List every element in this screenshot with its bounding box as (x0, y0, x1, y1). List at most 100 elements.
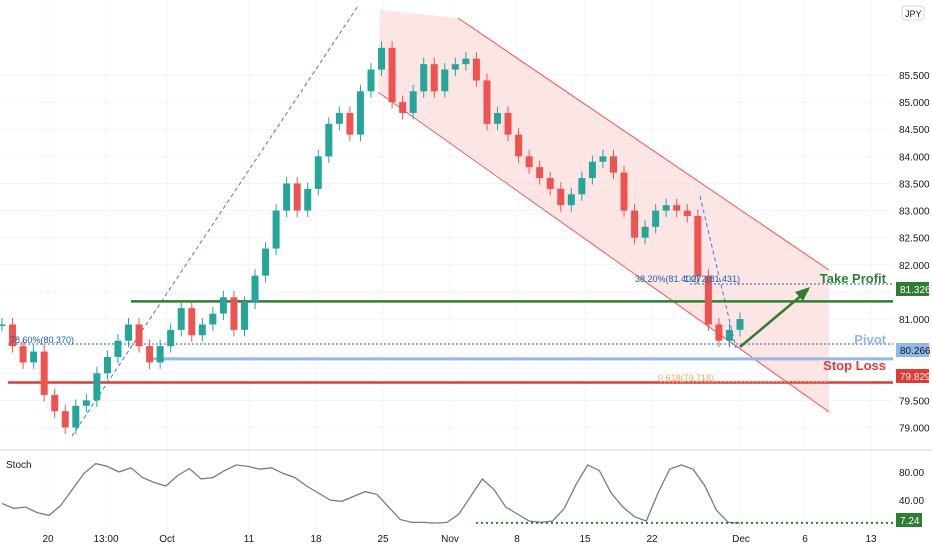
take-profit-badge (896, 282, 929, 296)
price-tick-label: 81.000 (899, 315, 930, 326)
level-labels: Take Profit Pivot Stop Loss (820, 271, 887, 373)
pivot-badge (896, 343, 929, 357)
price-tick-label: 79.000 (899, 424, 930, 435)
time-tick-label: 15 (579, 534, 591, 545)
candle-body (536, 167, 544, 179)
candle-body (694, 216, 702, 276)
stop-loss-label: Stop Loss (823, 358, 886, 373)
candle-body (293, 183, 301, 211)
pivot-value: 80.266 (900, 346, 931, 357)
time-tick-label: 13:00 (93, 534, 118, 545)
stoch-tick-label: 40.00 (899, 496, 924, 507)
candlestick-series (0, 41, 744, 435)
candle-body (620, 172, 628, 211)
price-tick-label: 83.500 (899, 179, 930, 190)
time-tick-label: 11 (244, 534, 255, 545)
candle-body (567, 194, 575, 206)
channel-upper-line (457, 17, 830, 271)
candle-body (125, 324, 133, 341)
candle-body (0, 324, 6, 326)
candle-body (367, 69, 375, 92)
fib-annotations: 78.60%(80.370) 38.20%(81.400) 1.272(81.4… (10, 274, 740, 383)
price-tick-label: 85.500 (899, 71, 930, 82)
candle-body (715, 324, 723, 341)
projection-arrow-line (739, 289, 809, 348)
time-tick-label: 13 (865, 534, 877, 545)
currency-label: JPY (905, 9, 922, 19)
candle-body (19, 346, 27, 363)
stoch-label: Stoch (6, 460, 32, 471)
candle-body (704, 275, 712, 325)
candle-body (641, 226, 649, 238)
candle-body (388, 47, 396, 103)
candle-body (546, 178, 554, 189)
time-tick-label: Dec (732, 534, 750, 545)
candle-body (188, 308, 196, 336)
candle-body (93, 373, 101, 401)
candle-body (304, 188, 312, 211)
candle-body (631, 210, 639, 238)
channel-fill (378, 10, 829, 412)
pivot-label: Pivot (854, 332, 886, 347)
stoch-axis: 80.00 40.00 (899, 468, 924, 507)
time-tick-label: Nov (441, 534, 459, 545)
time-tick-label: 18 (310, 534, 322, 545)
stop-loss-value: 79.829 (900, 372, 931, 383)
candle-body (683, 210, 691, 216)
candle-body (177, 308, 185, 330)
projection-arrow-head (795, 287, 810, 301)
price-tick-label: 85.000 (899, 98, 930, 109)
candle-body (409, 91, 417, 113)
time-tick-label: 25 (377, 534, 389, 545)
currency-badge[interactable]: JPY (901, 5, 925, 21)
candle-body (525, 156, 533, 168)
stoch-value-badge (896, 513, 922, 527)
price-tick-label: 84.000 (899, 152, 930, 163)
candle-body (736, 319, 744, 330)
candle-body (30, 351, 38, 363)
candle-body (82, 400, 90, 406)
stop-loss-badge (896, 369, 929, 383)
candle-body (725, 329, 733, 341)
candle-body (198, 324, 206, 336)
candle-body (9, 324, 17, 347)
candle-body (314, 156, 322, 189)
candle-body (420, 64, 428, 92)
candle-body (72, 405, 80, 428)
candle-body (652, 210, 660, 227)
candle-body (378, 47, 386, 70)
time-tick-label: Oct (159, 534, 175, 545)
stoch-line (1, 462, 741, 524)
projection-arrow (739, 287, 810, 348)
candle-body (283, 183, 291, 211)
candle-body (346, 112, 354, 135)
candle-body (156, 346, 164, 363)
candle-body (399, 102, 407, 113)
candle-body (146, 346, 154, 363)
fib-trendline (71, 5, 359, 437)
candle-body (662, 205, 670, 211)
candle-body (441, 69, 449, 92)
candle-body (451, 64, 459, 70)
candle-body (51, 394, 59, 412)
candle-body (335, 112, 343, 124)
candle-body (219, 297, 227, 314)
candle-body (209, 313, 217, 325)
price-tick-label: 82.000 (899, 261, 930, 272)
candle-body (673, 205, 681, 211)
candle-body (240, 302, 248, 330)
price-tick-label: 82.500 (899, 234, 930, 245)
candle-body (135, 324, 143, 347)
price-tick-label: 79.500 (899, 396, 930, 407)
price-tick-label: 83.000 (899, 207, 930, 218)
candle-body (483, 80, 491, 124)
fib-382-label: 38.20%(81.400) (635, 274, 699, 284)
candle-body (103, 357, 111, 374)
candle-body (609, 156, 617, 173)
time-tick-label: 20 (42, 534, 54, 545)
time-axis: 20 13:00 Oct 11 18 25 Nov 8 15 22 Dec 6 13 (42, 534, 877, 545)
impulse-trendline (71, 5, 737, 437)
time-tick-label: 8 (514, 534, 520, 545)
candle-body (430, 64, 438, 92)
